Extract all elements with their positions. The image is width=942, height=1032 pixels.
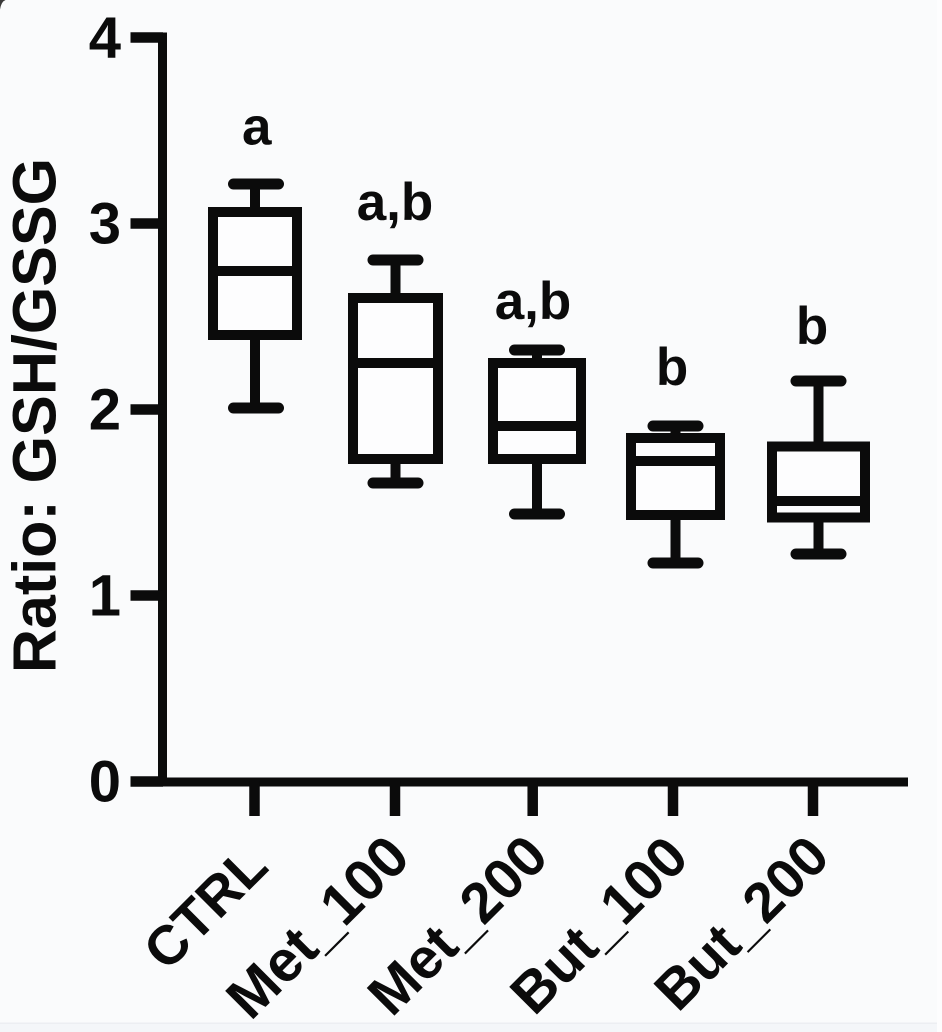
svg-text:2: 2 xyxy=(89,377,121,442)
svg-text:a: a xyxy=(242,98,272,157)
svg-text:a,b: a,b xyxy=(357,173,434,232)
svg-text:4: 4 xyxy=(89,5,121,70)
svg-text:Ratio: GSH/GSSG: Ratio: GSH/GSSG xyxy=(1,158,69,673)
svg-text:1: 1 xyxy=(89,563,121,628)
svg-text:3: 3 xyxy=(89,191,121,256)
svg-text:a,b: a,b xyxy=(495,272,572,331)
svg-text:0: 0 xyxy=(89,749,121,814)
svg-text:b: b xyxy=(796,297,828,356)
svg-text:b: b xyxy=(656,338,688,397)
